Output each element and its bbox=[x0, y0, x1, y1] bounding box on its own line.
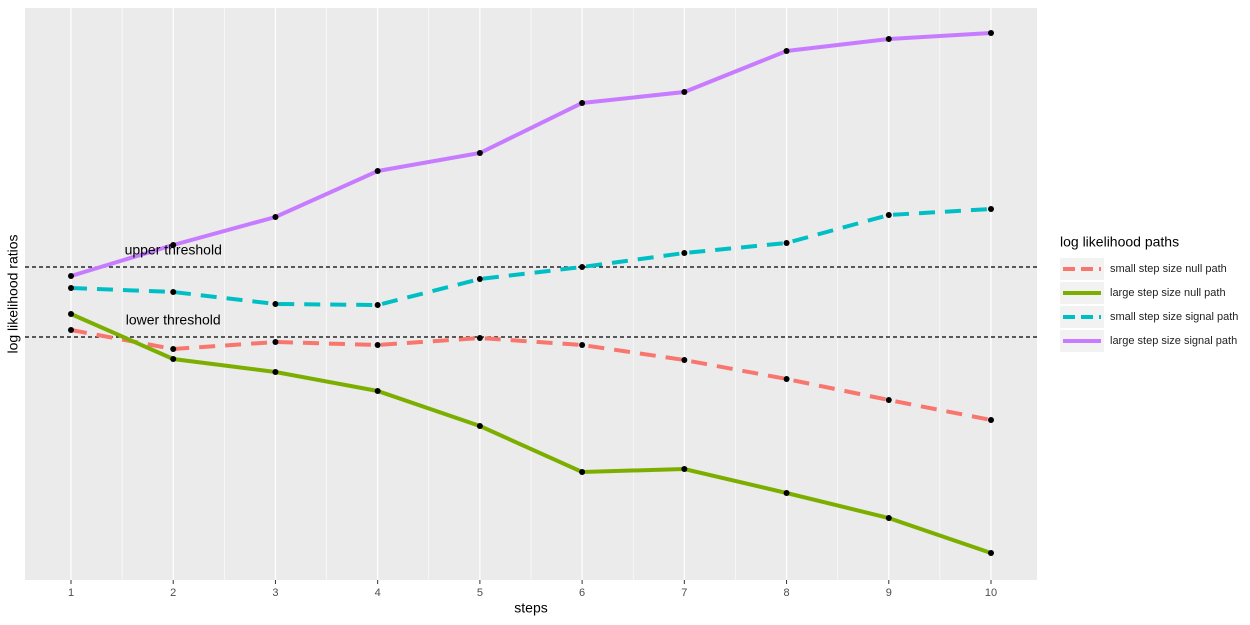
x-axis-title: steps bbox=[514, 600, 547, 616]
point bbox=[170, 242, 177, 248]
point bbox=[988, 550, 994, 556]
x-tick-label: 8 bbox=[783, 587, 789, 599]
point bbox=[374, 342, 381, 348]
point bbox=[374, 302, 381, 308]
legend-title: log likelihood paths bbox=[1060, 234, 1179, 250]
x-tick-label: 1 bbox=[68, 587, 74, 599]
point bbox=[885, 397, 892, 403]
point bbox=[681, 250, 688, 256]
point bbox=[579, 100, 586, 106]
point bbox=[783, 240, 790, 246]
point bbox=[579, 342, 586, 348]
point bbox=[170, 356, 177, 362]
y-axis-title: log likelihood ratios bbox=[5, 234, 21, 353]
point bbox=[68, 327, 74, 333]
point bbox=[374, 168, 381, 174]
point bbox=[272, 339, 279, 345]
x-tick-label: 2 bbox=[170, 587, 176, 599]
legend-label: large step size signal path bbox=[1110, 335, 1237, 347]
point bbox=[68, 311, 74, 317]
point bbox=[476, 150, 483, 156]
point bbox=[68, 285, 74, 291]
point bbox=[988, 206, 994, 212]
point bbox=[579, 469, 586, 475]
point bbox=[988, 30, 994, 36]
point bbox=[374, 388, 381, 394]
x-tick-label: 9 bbox=[886, 587, 892, 599]
point bbox=[476, 423, 483, 429]
point bbox=[885, 212, 892, 218]
point bbox=[681, 89, 688, 95]
annotation: upper threshold bbox=[125, 242, 222, 258]
point bbox=[681, 357, 688, 363]
legend-label: small step size null path bbox=[1110, 263, 1227, 275]
x-tick-label: 5 bbox=[477, 587, 483, 599]
point bbox=[885, 515, 892, 521]
x-tick-label: 4 bbox=[375, 587, 381, 599]
series-line bbox=[70, 312, 992, 555]
point bbox=[170, 346, 177, 352]
point bbox=[885, 36, 892, 42]
series-line bbox=[70, 31, 992, 278]
x-tick-label: 6 bbox=[579, 587, 585, 599]
point bbox=[579, 264, 586, 270]
point bbox=[783, 490, 790, 496]
legend-label: large step size null path bbox=[1110, 287, 1226, 299]
point bbox=[476, 335, 483, 341]
point bbox=[68, 273, 74, 279]
point bbox=[681, 466, 688, 472]
point bbox=[783, 48, 790, 54]
x-tick-label: 3 bbox=[272, 587, 278, 599]
point bbox=[783, 376, 790, 382]
point bbox=[170, 289, 177, 295]
annotation: lower threshold bbox=[126, 312, 221, 328]
x-tick-label: 7 bbox=[681, 587, 687, 599]
point bbox=[272, 369, 279, 375]
point bbox=[476, 276, 483, 282]
point bbox=[988, 417, 994, 423]
legend-label: small step size signal path bbox=[1110, 311, 1238, 323]
point bbox=[272, 301, 279, 307]
x-tick-label: 10 bbox=[985, 587, 997, 599]
point bbox=[272, 214, 279, 220]
